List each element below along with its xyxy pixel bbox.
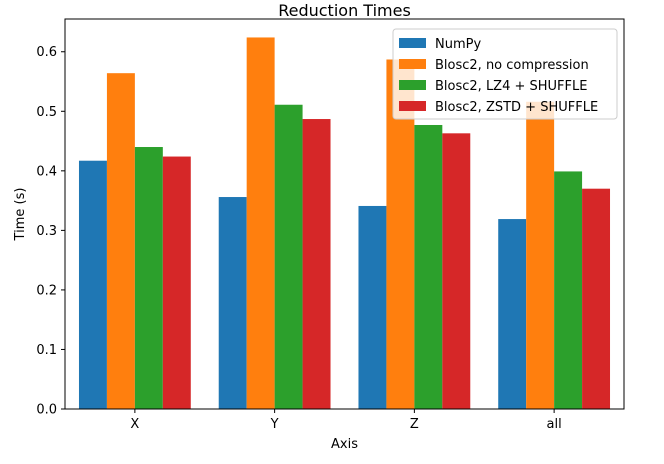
bar-numpy-x <box>78 160 107 409</box>
bar-blosc2-zstd-shuffle-x <box>162 156 191 409</box>
bar-numpy-y <box>218 197 247 409</box>
y-axis-label: Time (s) <box>13 188 28 242</box>
bar-numpy-z <box>358 205 387 409</box>
plot-frame <box>64 18 625 410</box>
y-tick-label: 0.3 <box>36 224 57 239</box>
y-tick-label: 0.1 <box>36 343 57 358</box>
y-tick-label: 0.4 <box>36 164 57 179</box>
bar-blosc2-lz4-shuffle-all <box>554 171 583 409</box>
x-tick-label: all <box>547 417 562 432</box>
legend-label: NumPy <box>435 37 481 52</box>
bars-group <box>78 37 611 410</box>
legend-swatch <box>399 59 426 69</box>
legend: NumPy Blosc2, no compression Blosc2, LZ4 +… <box>392 28 618 120</box>
bar-blosc2-zstd-shuffle-z <box>442 133 471 409</box>
bar-blosc2-zstd-shuffle-y <box>302 119 331 410</box>
bar-blosc2-zstd-shuffle-all <box>582 188 611 409</box>
bar-blosc2-lz4-shuffle-z <box>414 124 443 409</box>
y-axis: 0.0 0.1 0.2 0.3 0.4 0.5 0.6 <box>36 45 65 418</box>
bar-blosc2-no-compression-y <box>246 37 275 410</box>
legend-label: Blosc2, LZ4 + SHUFFLE <box>435 79 587 94</box>
y-tick-label: 0.6 <box>36 45 57 60</box>
bar-blosc2-lz4-shuffle-y <box>274 104 303 410</box>
x-tick-label: X <box>130 417 139 432</box>
y-tick-label: 0.2 <box>36 283 57 298</box>
legend-swatch <box>399 38 426 48</box>
y-tick-label: 0.5 <box>36 105 57 120</box>
x-tick-label: Y <box>270 417 279 432</box>
y-tick-label: 0.0 <box>36 403 57 418</box>
legend-swatch <box>399 80 426 90</box>
bar-numpy-all <box>498 219 527 409</box>
legend-label: Blosc2, no compression <box>435 58 589 73</box>
legend-swatch <box>399 101 426 111</box>
legend-label: Blosc2, ZSTD + SHUFFLE <box>435 100 598 115</box>
bar-blosc2-lz4-shuffle-x <box>134 147 163 410</box>
chart-title: Reduction Times <box>278 1 411 20</box>
bar-blosc2-no-compression-x <box>106 73 135 410</box>
x-tick-label: Z <box>410 417 419 432</box>
legend-box <box>392 28 618 120</box>
x-axis-label: Axis <box>331 437 358 452</box>
bar-blosc2-no-compression-all <box>526 101 555 409</box>
